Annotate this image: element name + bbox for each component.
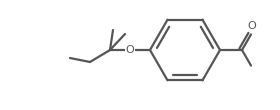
Text: O: O (126, 45, 134, 55)
Text: O: O (248, 21, 256, 31)
